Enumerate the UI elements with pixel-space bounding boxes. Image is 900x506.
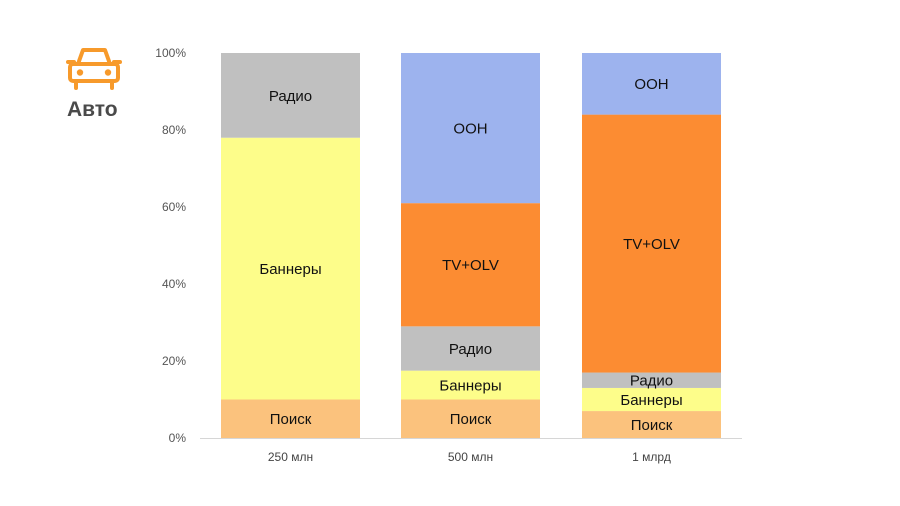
bar-segment <box>221 137 360 400</box>
segment-label: Радио <box>269 88 312 105</box>
bar-segment <box>401 399 540 438</box>
bar-segment <box>582 372 721 388</box>
bar-segment <box>221 399 360 438</box>
y-tick-label: 20% <box>162 354 186 368</box>
y-tick-label: 40% <box>162 277 186 291</box>
segment-label: Поиск <box>631 417 673 434</box>
bar-segment <box>582 53 721 115</box>
segment-label: OOH <box>453 120 487 137</box>
bar-segment <box>401 203 540 327</box>
category-title: Авто <box>67 98 118 121</box>
bar-segment <box>582 411 721 438</box>
segment-label: TV+OLV <box>442 257 499 274</box>
y-tick-label: 100% <box>155 46 186 60</box>
x-tick-label: 1 млрд <box>632 450 671 464</box>
bar-segment <box>401 370 540 400</box>
segment-label: Поиск <box>270 411 312 428</box>
x-tick-label: 250 млн <box>268 450 313 464</box>
segment-label: Радио <box>449 341 492 358</box>
bar-segment <box>582 114 721 373</box>
segment-label: OOH <box>634 76 668 93</box>
y-tick-label: 0% <box>169 431 187 445</box>
bar-segment <box>221 53 360 138</box>
y-tick-label: 60% <box>162 200 186 214</box>
bar-segment <box>401 53 540 204</box>
segment-label: Баннеры <box>620 392 682 409</box>
x-tick-label: 500 млн <box>448 450 493 464</box>
car-icon <box>66 44 122 90</box>
y-tick-label: 80% <box>162 123 186 137</box>
segment-label: Баннеры <box>439 377 501 394</box>
segment-label: Поиск <box>450 411 492 428</box>
segment-label: TV+OLV <box>623 236 680 253</box>
segment-label: Радио <box>630 372 673 389</box>
bar-segment <box>401 326 540 371</box>
bar-segment <box>582 387 721 412</box>
segment-label: Баннеры <box>259 261 321 278</box>
